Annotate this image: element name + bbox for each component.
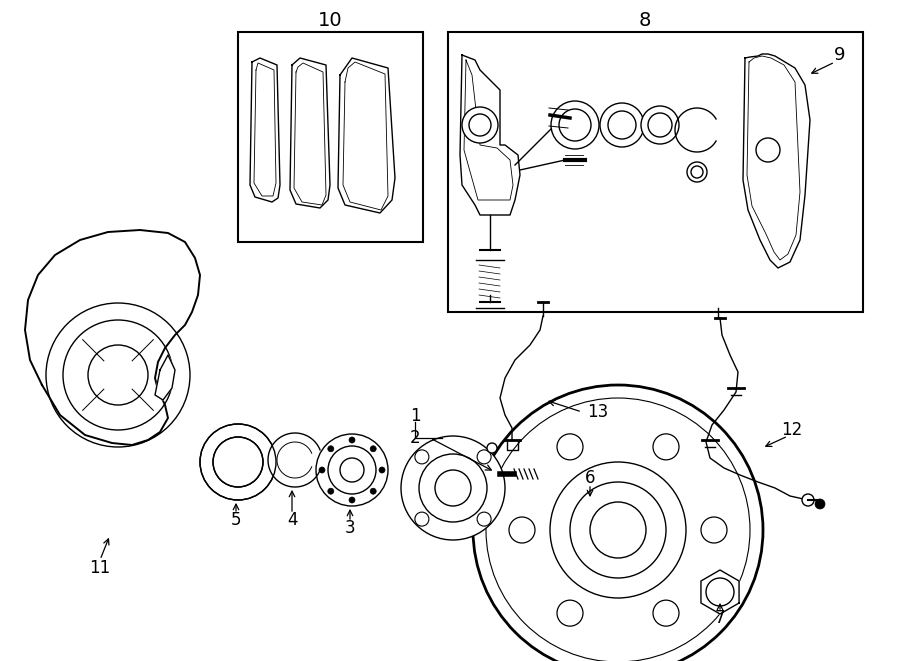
Circle shape — [641, 106, 679, 144]
Circle shape — [815, 499, 825, 509]
Polygon shape — [338, 58, 395, 213]
Circle shape — [486, 398, 750, 661]
Text: 7: 7 — [715, 609, 725, 627]
Circle shape — [608, 111, 636, 139]
Circle shape — [349, 437, 355, 443]
Circle shape — [802, 494, 814, 506]
Text: 6: 6 — [585, 469, 595, 487]
Text: 1: 1 — [410, 407, 420, 425]
Polygon shape — [25, 230, 200, 445]
Circle shape — [340, 458, 364, 482]
Circle shape — [487, 443, 497, 453]
Text: 2: 2 — [410, 429, 420, 447]
Circle shape — [600, 103, 644, 147]
Polygon shape — [155, 355, 175, 400]
Polygon shape — [743, 54, 810, 268]
Circle shape — [570, 482, 666, 578]
Text: 10: 10 — [318, 11, 342, 30]
Polygon shape — [268, 433, 320, 487]
Polygon shape — [250, 58, 280, 202]
Circle shape — [349, 497, 355, 503]
Circle shape — [691, 166, 703, 178]
Text: 3: 3 — [345, 519, 356, 537]
Circle shape — [473, 385, 763, 661]
Text: 11: 11 — [89, 559, 111, 577]
Circle shape — [401, 436, 505, 540]
Circle shape — [557, 434, 583, 460]
Circle shape — [328, 446, 334, 451]
Polygon shape — [460, 55, 520, 215]
Circle shape — [370, 446, 376, 451]
Circle shape — [200, 424, 276, 500]
Circle shape — [462, 107, 498, 143]
Bar — [448, 32, 863, 312]
Circle shape — [328, 488, 334, 494]
Circle shape — [653, 600, 679, 626]
Circle shape — [379, 467, 385, 473]
Text: 13: 13 — [588, 403, 608, 421]
Circle shape — [550, 462, 686, 598]
Circle shape — [415, 512, 429, 526]
Circle shape — [706, 578, 734, 606]
Circle shape — [687, 162, 707, 182]
Circle shape — [319, 467, 325, 473]
Circle shape — [477, 450, 491, 464]
Circle shape — [648, 113, 672, 137]
Circle shape — [469, 114, 491, 136]
Circle shape — [756, 138, 780, 162]
Text: 8: 8 — [639, 11, 652, 30]
Circle shape — [551, 101, 599, 149]
Text: 9: 9 — [834, 46, 846, 64]
Circle shape — [557, 600, 583, 626]
Circle shape — [559, 109, 591, 141]
Polygon shape — [290, 58, 330, 208]
Circle shape — [477, 512, 491, 526]
Circle shape — [415, 450, 429, 464]
Circle shape — [509, 517, 535, 543]
Circle shape — [370, 488, 376, 494]
Circle shape — [316, 434, 388, 506]
Circle shape — [701, 517, 727, 543]
Circle shape — [328, 446, 376, 494]
Text: 12: 12 — [781, 421, 803, 439]
Circle shape — [653, 434, 679, 460]
Circle shape — [419, 454, 487, 522]
Circle shape — [590, 502, 646, 558]
Bar — [238, 32, 423, 242]
Text: 4: 4 — [287, 511, 297, 529]
Circle shape — [435, 470, 471, 506]
Circle shape — [213, 437, 263, 487]
Polygon shape — [701, 570, 739, 614]
Text: 5: 5 — [230, 511, 241, 529]
